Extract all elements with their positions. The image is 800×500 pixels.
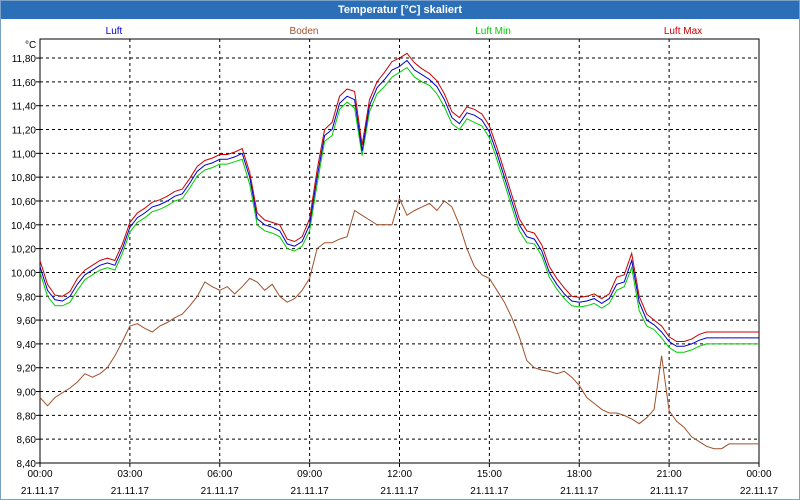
legend-item-luft-min: Luft Min [475, 26, 511, 37]
y-tick-label: 8,40 [17, 459, 37, 470]
y-tick-label: 9,60 [17, 316, 37, 327]
y-tick-label: 10,60 [11, 197, 36, 208]
legend-item-luft-max: Luft Max [664, 26, 702, 37]
series-line-luft-max [39, 52, 759, 342]
legend: Luft Boden Luft Min Luft Max [106, 26, 703, 37]
y-tick-label: 11,80 [12, 54, 37, 65]
x-tick-date: 21.11.17 [201, 486, 240, 497]
y-tick-label: 9,40 [17, 340, 37, 351]
x-tick-time: 21:00 [657, 469, 682, 480]
y-tick-label: 11,00 [12, 149, 37, 160]
y-tick-label: 9,00 [17, 388, 37, 399]
series-line-luft [39, 59, 759, 347]
x-tick-time: 12:00 [387, 469, 412, 480]
y-tick-label: 9,80 [17, 292, 37, 303]
y-tick-label: 9,20 [17, 364, 37, 375]
series-line-boden [39, 197, 759, 450]
y-axis: 8,40 8,60 8,80 9,00 9,20 9,40 9,60 9,80 10,00 10,… [11, 54, 40, 470]
y-tick-label: 11,40 [12, 102, 37, 113]
x-tick-time: 06:00 [207, 469, 232, 480]
x-tick-date: 21.11.17 [470, 486, 509, 497]
x-tick-time: 09:00 [297, 469, 322, 480]
x-tick-date: 22.11.17 [740, 486, 779, 497]
x-tick-time: 03:00 [117, 469, 142, 480]
y-tick-label: 11,20 [12, 126, 37, 137]
y-tick-label: 11,60 [12, 78, 37, 89]
x-tick-date: 21.11.17 [291, 486, 330, 497]
x-tick-date: 21.11.17 [380, 486, 419, 497]
y-tick-label: 10,40 [11, 221, 36, 232]
x-tick-date: 21.11.17 [560, 486, 599, 497]
y-axis-label: °C [25, 40, 36, 51]
series-line-luft-min [39, 66, 759, 353]
x-axis: 00:00 21.11.17 03:00 21.11.17 06:00 21.11.17 0… [21, 463, 779, 497]
x-tick-time: 00:00 [27, 469, 52, 480]
x-tick-time: 18:00 [567, 469, 592, 480]
y-tick-label: 10,00 [11, 268, 36, 279]
legend-item-boden: Boden [290, 26, 319, 37]
y-tick-label: 10,80 [11, 173, 36, 184]
grid-lines [40, 39, 759, 464]
x-tick-time: 00:00 [746, 469, 771, 480]
x-tick-date: 21.11.17 [650, 486, 689, 497]
window-title: Temperatur [°C] skaliert [1, 1, 799, 19]
y-tick-label: 8,80 [17, 411, 37, 422]
y-tick-label: 8,60 [17, 435, 37, 446]
series-layer [39, 52, 759, 450]
x-tick-date: 21.11.17 [111, 486, 150, 497]
x-tick-time: 15:00 [477, 469, 502, 480]
x-tick-date: 21.11.17 [21, 486, 60, 497]
legend-item-luft: Luft [106, 26, 123, 37]
y-tick-label: 10,20 [11, 245, 36, 256]
